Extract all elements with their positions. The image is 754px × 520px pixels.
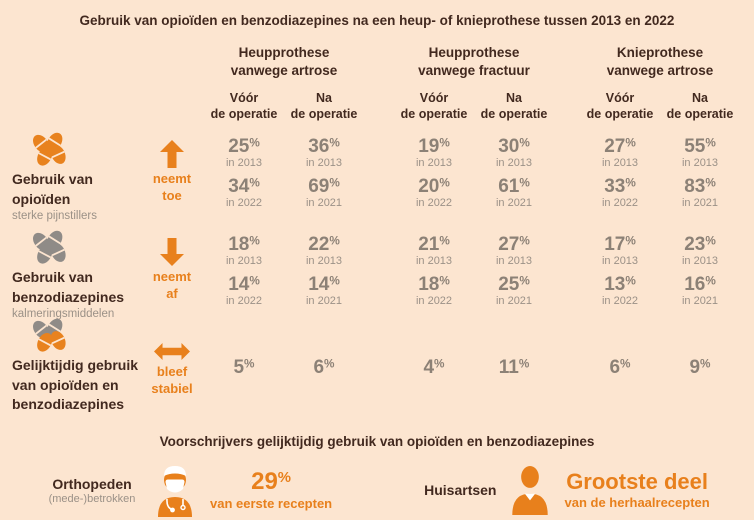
person-icon xyxy=(508,465,552,515)
pills-icon-benzodiazepines xyxy=(28,230,140,266)
group-header-knee-arthrosis: Knieprothese vanwege artrose xyxy=(606,45,714,79)
value-cell: 23% in 2013 16% in 2021 xyxy=(681,234,719,307)
value-cell: 25% in 2013 34% in 2022 xyxy=(225,136,263,209)
row-label-text: Gelijktijdig gebruik van opioïden en ben… xyxy=(12,357,139,413)
value-cell: 4% xyxy=(423,357,445,379)
value-cell: 6% xyxy=(313,357,335,379)
value-cell: 17% in 2013 13% in 2022 xyxy=(601,234,639,307)
row-label-opioids: Gebruik van opioïden sterke pijnstillers xyxy=(10,132,140,230)
footer-stats: Orthopeden (mede-)betrokken 29% van eers… xyxy=(0,463,754,517)
footer-group-orthopedists: Orthopeden (mede-)betrokken 29% van eers… xyxy=(44,463,332,517)
value-cell: 18% in 2013 14% in 2022 xyxy=(225,234,263,307)
row-sublabel-text: kalmeringsmiddelen xyxy=(12,308,115,321)
value-cell: 21% in 2013 18% in 2022 xyxy=(415,234,453,307)
value-cell: 22% in 2013 14% in 2021 xyxy=(305,234,343,307)
trend-concurrent-use: bleef stabiel xyxy=(140,318,204,418)
row-sublabel-text: sterke pijnstillers xyxy=(12,210,97,223)
arrow-up-icon xyxy=(160,140,184,168)
footer-group-gps: Huisartsen Grootste deel van de herhaalr… xyxy=(424,465,710,515)
footer-label-gps: Huisartsen xyxy=(424,482,497,498)
column-subheader-before: Vóór de operatie xyxy=(586,91,654,122)
trend-label: neemt af xyxy=(152,269,192,301)
trend-label: bleef stabiel xyxy=(151,364,193,396)
footer-value-orthopedists: 29% van eerste recepten xyxy=(210,467,333,512)
arrow-down-icon xyxy=(160,238,184,266)
value-cell: 11% xyxy=(498,357,530,379)
column-subheader-before: Vóór de operatie xyxy=(400,91,468,122)
footer-heading: Voorschrijvers gelijktijdig gebruik van … xyxy=(159,434,595,449)
value-cell: 5% xyxy=(233,357,255,379)
value-cell: 27% in 2013 33% in 2022 xyxy=(601,136,639,209)
footer-value-gps: Grootste deel van de herhaalrecepten xyxy=(564,468,710,511)
group-header-hip-arthrosis: Heupprothese vanwege artrose xyxy=(230,45,338,79)
value-cell: 30% in 2013 61% in 2021 xyxy=(495,136,533,209)
value-cell: 55% in 2013 83% in 2021 xyxy=(681,136,719,209)
column-subheader-after: Na de operatie xyxy=(290,91,358,122)
row-label-text: Gebruik van benzodiazepines xyxy=(12,269,125,305)
trend-label: neemt toe xyxy=(152,171,192,203)
page-title: Gebruik van opioïden en benzodiazepines … xyxy=(79,13,675,28)
value-cell: 6% xyxy=(609,357,631,379)
row-label-benzodiazepines: Gebruik van benzodiazepines kalmeringsmi… xyxy=(10,230,140,321)
value-cell: 19% in 2013 20% in 2022 xyxy=(415,136,453,209)
group-header-hip-fracture: Heupprothese vanwege fractuur xyxy=(418,45,530,79)
value-cell: 36% in 2013 69% in 2021 xyxy=(305,136,343,209)
row-label-text: Gebruik van opioïden xyxy=(12,171,93,207)
surgeon-icon xyxy=(152,463,198,517)
pills-icon-opioids xyxy=(28,132,140,168)
column-subheader-after: Na de operatie xyxy=(480,91,548,122)
pills-icon-combined xyxy=(28,318,140,354)
arrow-leftright-icon xyxy=(154,342,190,361)
value-cell: 9% xyxy=(689,357,711,379)
column-subheader-after: Na de operatie xyxy=(666,91,734,122)
footer-label-orthopedists: Orthopeden (mede-)betrokken xyxy=(48,475,136,505)
data-table: Heupprothese vanwege artrose Heupprothes… xyxy=(10,44,746,418)
row-label-concurrent-use: Gelijktijdig gebruik van opioïden en ben… xyxy=(10,318,140,418)
trend-benzodiazepines: neemt af xyxy=(140,230,204,318)
column-subheader-before: Vóór de operatie xyxy=(210,91,278,122)
value-cell: 27% in 2013 25% in 2021 xyxy=(495,234,533,307)
trend-opioids: neemt toe xyxy=(140,132,204,230)
